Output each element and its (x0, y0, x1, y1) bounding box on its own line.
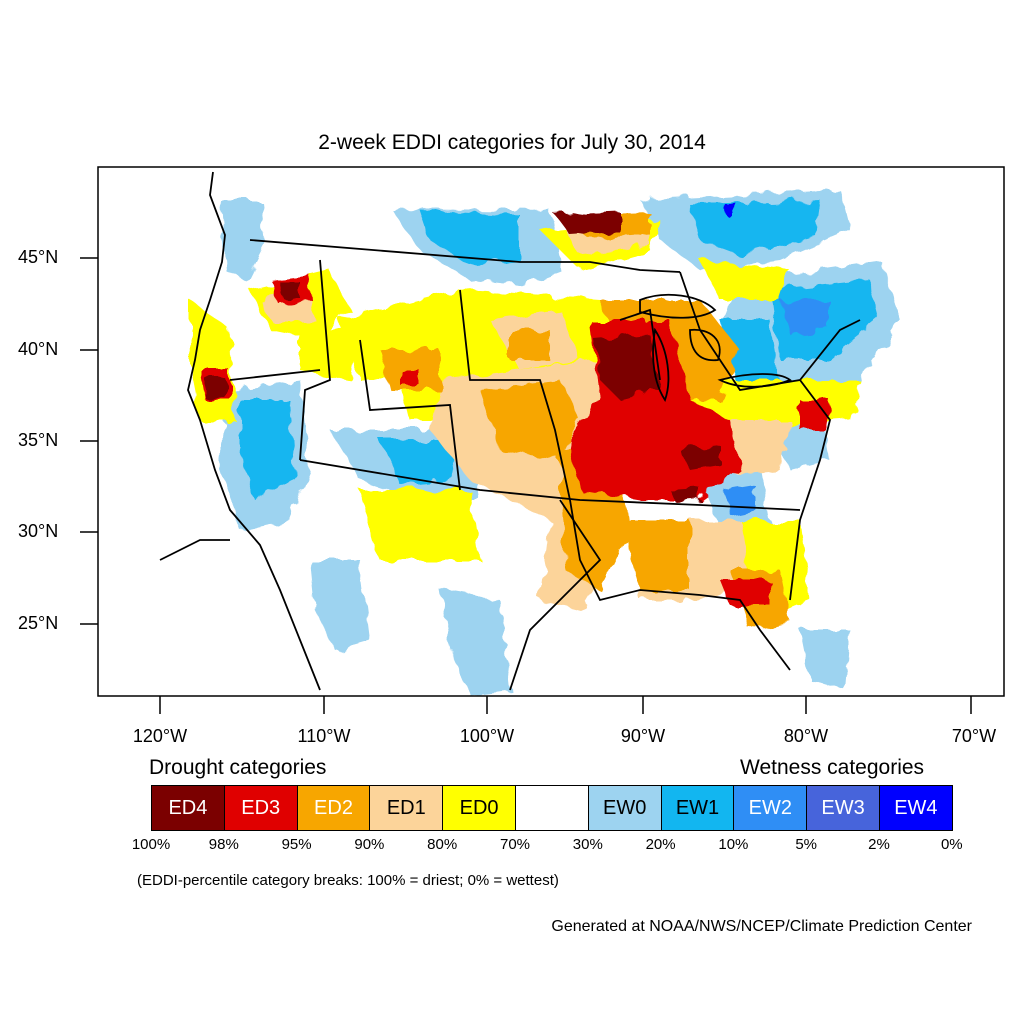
percentile-break-label: 95% (281, 836, 312, 853)
percentile-break-label: 20% (645, 836, 676, 853)
percentile-footnote: (EDDI-percentile category breaks: 100% =… (137, 872, 559, 889)
legend-swatch-ew3: EW3 (806, 785, 880, 831)
legend-swatch-ew1: EW1 (660, 785, 735, 831)
longitude-label: 100°W (459, 726, 515, 746)
legend-swatch-ed4: ED4 (151, 785, 225, 831)
percentile-break-label: 2% (868, 836, 890, 853)
legend-swatch-ew0: EW0 (587, 785, 662, 831)
legend-swatch-ed1: ED1 (369, 785, 444, 831)
latitude-label: 30°N (18, 521, 59, 541)
longitude-label: 90°W (620, 726, 666, 746)
percentile-break-label: 90% (354, 836, 385, 853)
percentile-break-label: 0% (940, 836, 963, 853)
longitude-label: 70°W (951, 726, 997, 746)
legend-swatch-ed3: ED3 (223, 785, 298, 831)
great-lakes (639, 293, 792, 403)
percentile-break-label: 98% (208, 836, 239, 853)
longitude-label: 120°W (132, 726, 188, 746)
latitude-label: 35°N (18, 430, 59, 450)
longitude-label: 80°W (783, 726, 829, 746)
percentile-break-label: 70% (499, 836, 531, 853)
legend-swatch-ew4: EW4 (879, 785, 953, 831)
latitude-label: 25°N (18, 613, 59, 633)
longitude-label: 110°W (297, 726, 351, 746)
percentile-break-label: 10% (718, 836, 749, 853)
credit-line: Generated at NOAA/NWS/NCEP/Climate Predi… (551, 918, 972, 935)
percentile-break-label: 5% (795, 836, 818, 853)
drought-legend-heading: Drought categories (149, 756, 327, 779)
legend-swatch-ew2: EW2 (733, 785, 808, 831)
percentile-break-label: 80% (427, 836, 458, 853)
percentile-break-label: 30% (572, 836, 603, 853)
wetness-legend-heading: Wetness categories (740, 756, 925, 779)
map-frame (97, 166, 1005, 697)
axis-ticks (80, 257, 972, 714)
coastline-and-borders (159, 171, 861, 691)
map-title: 2-week EDDI categories for July 30, 2014 (318, 131, 706, 154)
latitude-label: 45°N (18, 247, 59, 267)
legend-swatch-ed0: ED0 (442, 785, 516, 831)
latitude-label: 40°N (18, 339, 59, 359)
legend-swatch-neutral (515, 785, 589, 831)
category-fill-layer (190, 190, 900, 695)
percentile-break-label: 100% (131, 836, 171, 853)
legend-swatch-ed2: ED2 (296, 785, 371, 831)
